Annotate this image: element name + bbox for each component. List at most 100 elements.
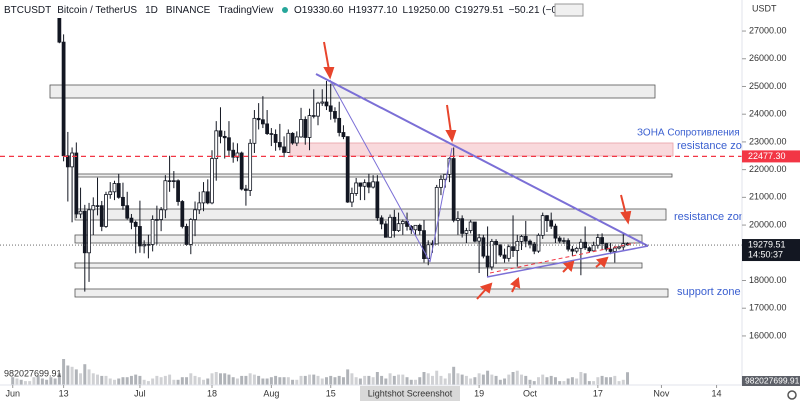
y-tick-label: 23000.00: [749, 136, 787, 146]
high: H19377.10: [349, 5, 398, 16]
volume-bar: [507, 374, 511, 385]
volume-bar: [129, 375, 133, 385]
candle-body: [456, 218, 460, 221]
volume-bar: [541, 374, 545, 385]
candle-body: [188, 219, 193, 245]
x-tick-label: Oct: [523, 388, 538, 398]
volume-bar: [151, 378, 155, 385]
volume-bar: [138, 375, 142, 385]
volume-bar: [57, 373, 61, 385]
volume-bar: [176, 379, 180, 385]
arrow-head: [323, 67, 335, 80]
arrows: [323, 41, 632, 300]
volume-bar: [121, 377, 125, 385]
low: L19250.00: [402, 5, 450, 16]
volume-bar: [392, 375, 396, 385]
close: C19279.51: [455, 5, 504, 16]
legend-toggle[interactable]: [554, 3, 584, 17]
volume-bar: [299, 375, 303, 385]
settings[interactable]: [787, 390, 797, 400]
volume-label-box: [742, 376, 800, 386]
candle-body: [82, 210, 87, 254]
candle-body: [383, 223, 388, 238]
arrow-head: [596, 256, 609, 268]
interval: 1D: [145, 5, 158, 16]
volume-bar: [278, 377, 282, 385]
volume-bar: [240, 375, 244, 385]
volume-bar: [303, 375, 307, 385]
volume-bar: [341, 377, 345, 385]
arrow-head: [620, 210, 632, 225]
candle-body: [341, 132, 346, 138]
candle-body: [405, 221, 409, 227]
trendline: [429, 147, 453, 263]
volume-bar: [197, 377, 201, 385]
volume-bar: [477, 373, 481, 385]
candle-body: [320, 101, 325, 104]
volume-bar: [142, 379, 146, 385]
arrow-head: [445, 130, 457, 143]
candle-body: [604, 243, 609, 250]
candle-body: [163, 180, 168, 211]
candle-body: [566, 240, 571, 250]
candle-body: [570, 248, 575, 252]
volume-bar: [146, 381, 150, 385]
volume-bar: [312, 374, 316, 385]
candle-body: [235, 152, 240, 158]
last-price-label: 19279.51: [748, 239, 786, 249]
volume-bar: [308, 374, 312, 385]
candle-body: [244, 188, 248, 191]
volume-bar: [210, 373, 214, 385]
header: BTCUSDT Bitcoin / TetherUS 1D BINANCE Tradin…: [4, 5, 274, 16]
candle-body: [545, 215, 549, 222]
zone-box: [74, 208, 667, 221]
candle-body: [562, 240, 566, 242]
volume-bar: [486, 370, 490, 385]
volume-bar: [79, 373, 83, 385]
candle-body: [358, 182, 363, 187]
candle-body: [150, 219, 155, 245]
volume-bar: [460, 374, 464, 385]
candle-body: [549, 220, 554, 227]
volume-bar: [494, 375, 498, 385]
candle-body: [205, 191, 210, 204]
volume-bar: [566, 378, 570, 385]
volume-bar: [490, 374, 494, 385]
volume-bar: [626, 372, 630, 385]
candle-body: [125, 205, 130, 219]
candle-body: [489, 241, 494, 268]
volume-bar: [248, 373, 252, 385]
volume-bar: [456, 373, 460, 385]
annotation: resistance zone: [677, 140, 754, 152]
zone-box: [74, 234, 643, 244]
candle-body: [273, 134, 278, 143]
volume-bar: [435, 370, 439, 385]
candle-body: [506, 246, 511, 259]
candle-body: [439, 178, 443, 188]
candle-body: [222, 135, 227, 139]
candle-body: [511, 246, 515, 251]
candle-body: [345, 136, 350, 203]
candle-body: [201, 191, 206, 204]
volume-bar: [214, 372, 218, 385]
price-label-box: [742, 150, 800, 163]
y-tick-label: 24000.00: [749, 109, 787, 119]
volume-bar: [193, 375, 197, 385]
volume-bar: [206, 378, 210, 385]
trendline: [329, 79, 431, 263]
annotation: support zone: [677, 286, 741, 298]
candle-body: [396, 223, 401, 232]
candle-body: [600, 237, 604, 245]
volume-bar: [401, 374, 405, 385]
candle-body: [379, 217, 384, 225]
arrow-head: [479, 282, 493, 294]
volume-bar: [549, 375, 553, 385]
candle-body: [197, 202, 202, 211]
candle-body: [61, 41, 66, 157]
source: TradingView: [218, 5, 274, 16]
zone-box: [74, 288, 669, 298]
candle-body: [595, 237, 600, 246]
open: O19330.60: [294, 5, 344, 16]
volume-bar: [350, 373, 354, 385]
candle-body: [227, 137, 231, 151]
